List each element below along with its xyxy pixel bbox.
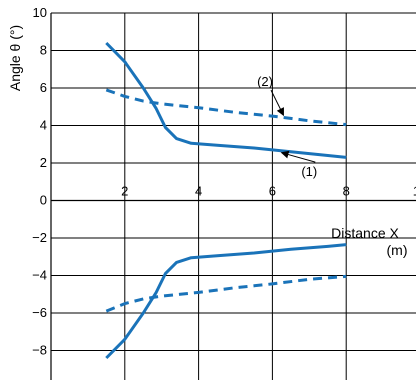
y-tick-label: −4 (32, 268, 47, 283)
series-line-3-solid (105, 243, 347, 360)
y-tick-label: −8 (32, 343, 47, 358)
x-axis-label: Distance X (331, 225, 399, 241)
x-axis-unit: (m) (387, 242, 408, 258)
x-tick-label: 6 (269, 184, 276, 199)
annotations: (2) (1) (257, 74, 317, 179)
annotation-label-2: (1) (301, 164, 317, 179)
grid (51, 12, 416, 380)
y-tick-label: −6 (32, 305, 47, 320)
y-tick-label: 10 (33, 5, 47, 20)
series-line-4-dashed (105, 274, 347, 313)
y-tick-label: 8 (40, 43, 47, 58)
x-tick-label: 4 (195, 184, 202, 199)
y-axis-label: Angle θ (°) (7, 25, 23, 91)
annotation-leader-1 (270, 89, 284, 117)
annotation-leader-2 (280, 150, 316, 163)
x-tick-label: 8 (343, 184, 350, 199)
y-tick-label: 6 (40, 80, 47, 95)
series-group (105, 41, 347, 360)
series-line-2-dashed (105, 88, 347, 127)
y-tick-label: 4 (40, 118, 47, 133)
y-tick-label: 0 (40, 193, 47, 208)
series-line-1-solid (105, 41, 347, 159)
y-tick-label: −2 (32, 230, 47, 245)
labels: Angle θ (°) Distance X (m) (7, 25, 408, 258)
annotation-label-1: (2) (257, 74, 273, 89)
y-tick-label: 2 (40, 155, 47, 170)
x-tick-label: 10 (413, 184, 416, 199)
x-tick-label: 2 (121, 184, 128, 199)
